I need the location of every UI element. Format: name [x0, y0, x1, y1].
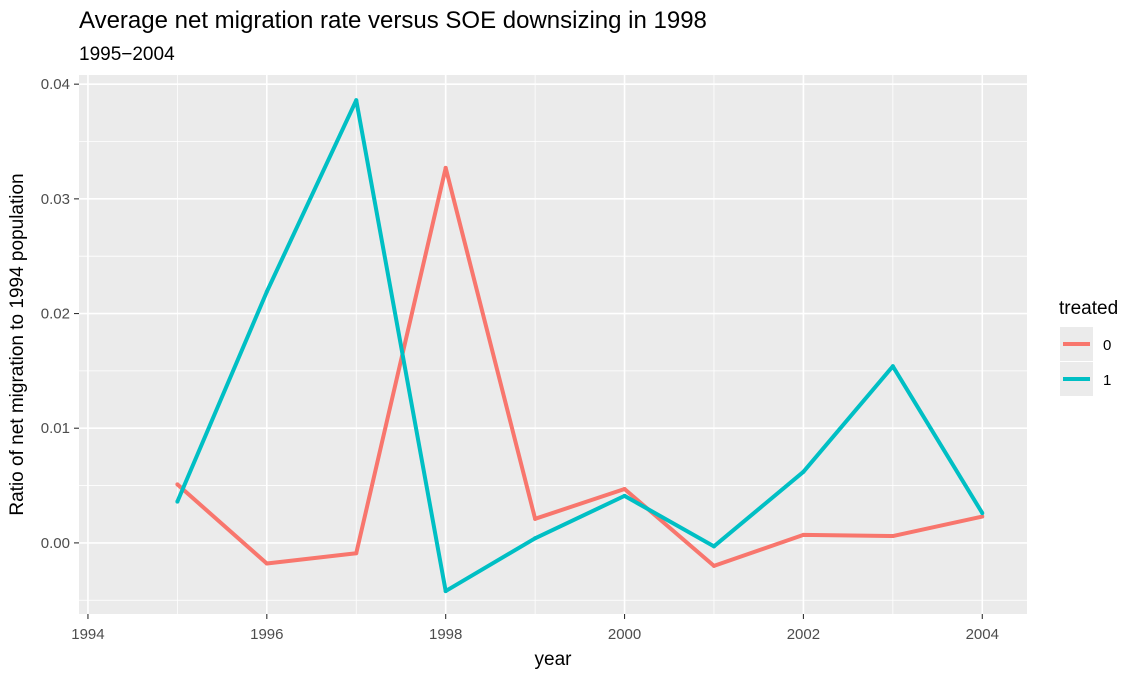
- plot-panel: [79, 75, 1027, 614]
- y-axis: 0.00 0.01 0.02 0.03 0.04: [41, 76, 79, 552]
- y-tick-label: 0.01: [41, 420, 70, 437]
- y-axis-title: Ratio of net migration to 1994 populatio…: [7, 173, 28, 515]
- series-1-point: [264, 289, 269, 294]
- series-1-point: [711, 544, 716, 549]
- x-axis-title: year: [535, 649, 573, 670]
- series-layer: [175, 98, 985, 594]
- series-1-point: [622, 493, 627, 498]
- series-0-point: [980, 514, 985, 519]
- y-tick-label: 0.04: [41, 76, 70, 93]
- series-0-point: [533, 516, 538, 521]
- chart-title: Average net migration rate versus SOE do…: [79, 7, 707, 34]
- series-1-point: [443, 589, 448, 594]
- series-1-point: [801, 469, 806, 474]
- grid-major: [79, 75, 1027, 614]
- series-0-point: [711, 563, 716, 568]
- series-1-point: [175, 499, 180, 504]
- chart-subtitle: 1995−2004: [79, 44, 175, 65]
- legend: treated 01: [1059, 298, 1118, 396]
- x-tick-label: 1994: [71, 626, 104, 643]
- series-0-point: [264, 561, 269, 566]
- y-tick-label: 0.02: [41, 306, 70, 323]
- x-tick-label: 1998: [429, 626, 462, 643]
- series-1-point: [533, 536, 538, 541]
- grid-minor: [79, 75, 1027, 614]
- legend-items: 01: [1060, 327, 1111, 396]
- x-tick-label: 2002: [787, 626, 820, 643]
- legend-label-1: 1: [1103, 372, 1111, 389]
- series-line-0: [176, 165, 983, 568]
- series-1-point: [980, 511, 985, 516]
- series-0-point: [890, 534, 895, 539]
- legend-label-0: 0: [1103, 337, 1111, 354]
- series-0-point: [175, 482, 180, 487]
- series-1-point: [890, 364, 895, 369]
- y-tick-label: 0.03: [41, 191, 70, 208]
- y-tick-label: 0.00: [41, 535, 70, 552]
- series-0-point: [622, 486, 627, 491]
- series-1-point: [354, 98, 359, 103]
- x-axis: 1994 1996 1998 2000 2002 2004: [71, 614, 999, 643]
- x-tick-label: 2000: [608, 626, 641, 643]
- x-tick-label: 2004: [966, 626, 999, 643]
- series-0-point: [443, 165, 448, 170]
- series-0-point: [801, 532, 806, 537]
- series-line-1: [175, 98, 984, 594]
- x-tick-label: 1996: [250, 626, 283, 643]
- legend-title: treated: [1059, 298, 1118, 319]
- series-0-point: [354, 551, 359, 556]
